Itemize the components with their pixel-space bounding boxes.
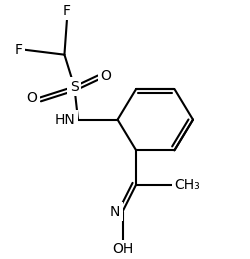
Text: N: N: [110, 205, 120, 219]
Text: F: F: [14, 43, 22, 57]
Text: CH₃: CH₃: [174, 178, 200, 192]
Text: OH: OH: [112, 242, 133, 256]
Text: F: F: [63, 4, 71, 18]
Text: O: O: [100, 69, 111, 83]
Text: S: S: [70, 80, 79, 93]
Text: HN: HN: [55, 113, 76, 127]
Text: O: O: [26, 91, 37, 105]
